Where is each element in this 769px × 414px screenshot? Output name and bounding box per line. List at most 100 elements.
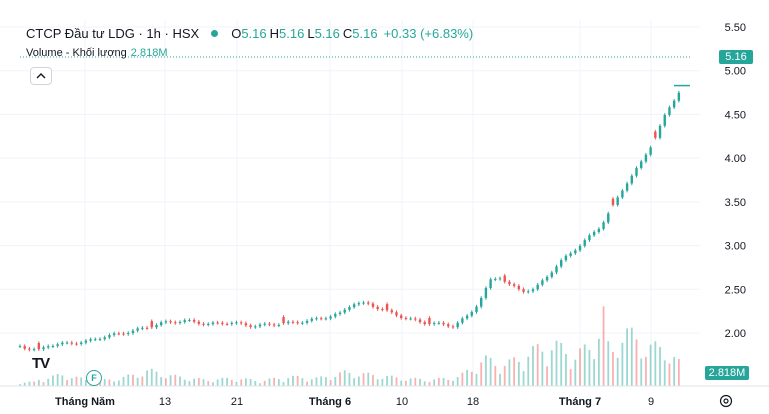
volume-bar (574, 359, 577, 386)
volume-bar (70, 378, 73, 386)
volume-bar (400, 380, 403, 386)
candle-body (569, 253, 572, 256)
volume-bar (405, 380, 407, 386)
candle-body (131, 330, 135, 334)
collapse-legend-button[interactable] (30, 67, 52, 85)
candle-body (545, 276, 549, 281)
volume-bar (306, 381, 308, 386)
candle-body (18, 346, 22, 348)
volume-bar (621, 342, 624, 386)
candle-body (65, 342, 69, 344)
volume-bar (343, 370, 346, 386)
candle-body (541, 280, 544, 285)
market-status-dot (211, 30, 219, 37)
volume-legend: Volume - Khối lượng 2.818M (26, 47, 168, 59)
volume-bar (362, 373, 365, 386)
candle-body (202, 323, 205, 325)
volume-bar (565, 354, 567, 386)
volume-bar (310, 379, 313, 386)
candle-body (32, 349, 36, 351)
volume-bar (122, 376, 125, 386)
candle-body (145, 327, 149, 329)
candle-body (672, 100, 676, 108)
volume-bar (240, 379, 243, 386)
volume-bar (593, 359, 596, 386)
candle-body (447, 324, 450, 327)
candle-body (89, 339, 92, 341)
volume-bar (174, 374, 177, 386)
candle-body (635, 167, 638, 176)
volume-bar (155, 371, 158, 386)
volume-bar (282, 381, 285, 386)
candle-body (484, 288, 488, 298)
candle-body (70, 342, 73, 344)
price-tick-label: 5.50 (725, 22, 746, 34)
volume-label[interactable]: Volume - Khối lượng (26, 47, 127, 59)
candle-body (258, 324, 262, 327)
candle-body (249, 325, 252, 328)
close-value: 5.16 (352, 26, 378, 41)
volume-bar (136, 377, 139, 386)
candle-body (428, 317, 431, 325)
candle-body (329, 316, 332, 319)
candle-body (574, 250, 577, 254)
candle-body (517, 285, 521, 290)
volume-bar (23, 382, 26, 386)
open-value: 5.16 (241, 26, 267, 41)
volume-bar (315, 377, 318, 386)
time-tick-label: 21 (231, 396, 243, 408)
candle-body (301, 322, 304, 324)
settings-gear-icon[interactable] (719, 394, 733, 408)
high-value: 5.16 (279, 26, 305, 41)
volume-bar (555, 340, 558, 386)
symbol-title[interactable]: CTCP Đầu tư LDG · 1h · HSX (26, 26, 200, 41)
last-price-tag: 5.16 (719, 50, 753, 64)
volume-bar (150, 368, 153, 386)
candle-body (188, 319, 191, 321)
volume-bar (268, 378, 271, 386)
volume-bar (659, 347, 661, 386)
volume-bar (677, 359, 680, 386)
candle-body (630, 175, 634, 184)
tradingview-logo[interactable]: TV (32, 355, 50, 372)
volume-bar (146, 370, 148, 386)
volume-bar (52, 375, 54, 386)
volume-bar (386, 376, 388, 386)
volume-bar (494, 366, 497, 386)
candle-body (640, 161, 643, 168)
volume-bar (348, 372, 351, 386)
volume-bar (75, 376, 78, 386)
time-tick-label: Tháng Năm (55, 396, 115, 408)
low-label: L (307, 26, 315, 41)
volume-bar (475, 373, 478, 386)
volume-bar (607, 341, 610, 386)
candle-body (423, 322, 426, 325)
event-marker-badge[interactable]: F (86, 370, 102, 386)
volume-bar (42, 382, 45, 386)
volume-bar (630, 327, 633, 386)
candle-body (127, 333, 130, 335)
candle-body (371, 303, 375, 307)
volume-bar (395, 377, 398, 386)
candle-body (136, 328, 139, 331)
volume-bar (419, 378, 421, 386)
candle-body (508, 281, 511, 285)
volume-bar (249, 378, 252, 386)
candle-body (461, 318, 464, 323)
price-tick-label: 4.50 (725, 109, 746, 121)
volume-bar (235, 382, 238, 386)
candle-body (621, 190, 624, 198)
volume-bar (66, 380, 68, 386)
volume-bar (414, 377, 417, 386)
candle-body (117, 333, 121, 335)
symbol-legend: CTCP Đầu tư LDG · 1h · HSX O 5.16 H 5.16 L… (26, 26, 473, 41)
candle-body (254, 326, 257, 328)
candle-body (56, 344, 59, 346)
volume-bar (188, 381, 191, 386)
candle-body (155, 325, 158, 328)
candle-body (272, 324, 276, 326)
volume-bar (47, 378, 50, 386)
candle-body (94, 339, 97, 341)
candle-body (23, 346, 26, 349)
